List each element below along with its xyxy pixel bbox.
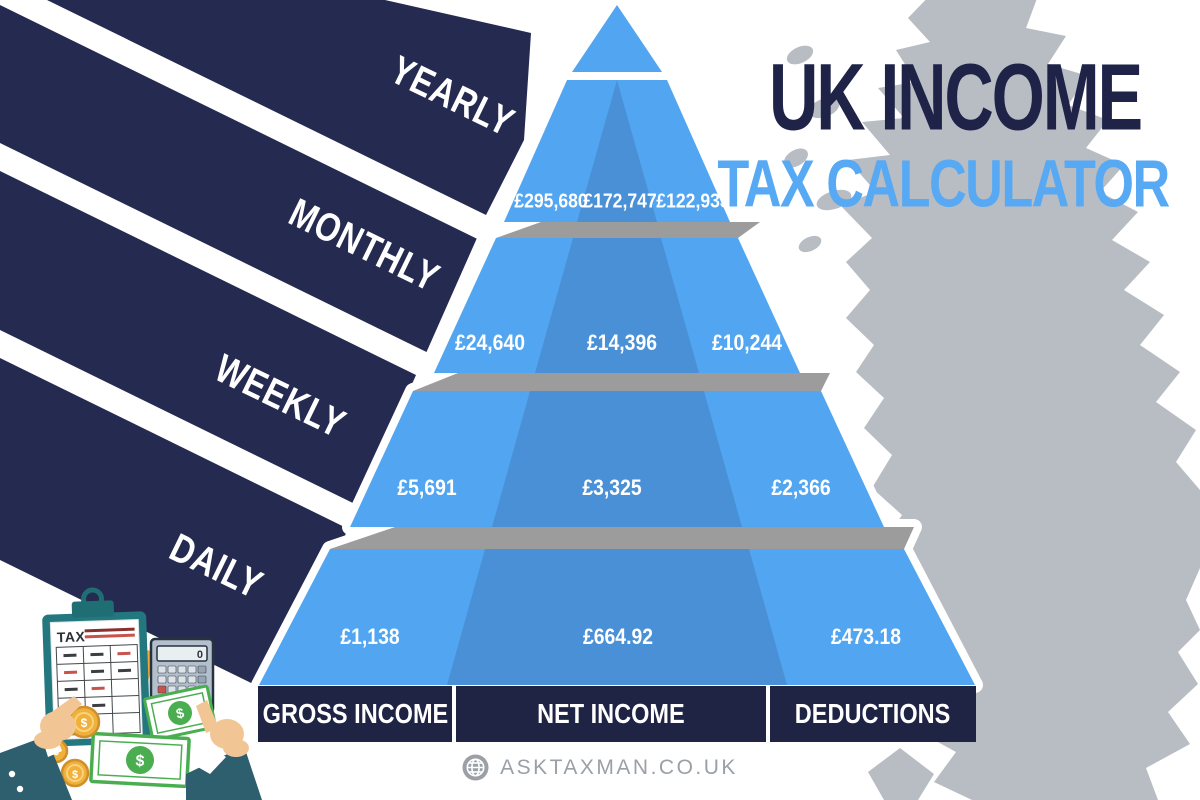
facet-weekly [492,391,742,527]
column-label: DEDUCTIONS [795,698,951,729]
tier-apex [572,5,662,72]
column-label: NET INCOME [537,698,685,729]
tax-document-label: TAX [57,628,86,645]
right-hand [186,700,262,800]
svg-text:$: $ [81,716,88,730]
column-header-net-income: NET INCOME [456,686,766,742]
pyramid-inner-facet [447,80,787,685]
facet-yearly [577,80,657,222]
value-weekly-gross: £5,691 [397,475,457,500]
facet-monthly [535,238,699,373]
tax-table-entries [63,651,132,708]
map-islet [798,235,822,253]
value-weekly-net: £3,325 [582,475,642,500]
ledge-2 [413,373,830,391]
value-yearly-net: £172,747 [583,190,657,213]
tax-illustration: 0 [0,587,262,800]
money-bills: $ $ [89,684,217,789]
value-yearly-deductions: £122,933 [656,190,730,213]
calculator-display: 0 [197,649,203,661]
ledge-3 [330,527,914,549]
svg-text:$: $ [72,769,78,781]
map-peninsula [868,748,934,800]
column-header-deductions: DEDUCTIONS [770,686,976,742]
value-daily-gross: £1,138 [340,624,400,649]
period-bands [0,0,531,695]
ledge-1 [496,222,760,238]
map-islet [784,148,808,168]
map-islet [816,189,852,211]
value-monthly-gross: £24,640 [455,330,525,355]
value-monthly-net: £14,396 [587,330,657,355]
website-url: ASKTAXMAN.CO.UK [500,755,738,779]
value-daily-net: £664.92 [583,624,653,649]
map-islet [786,45,814,65]
value-weekly-deductions: £2,366 [771,475,831,500]
map-islet [808,97,840,119]
svg-text:$: $ [175,704,186,721]
website-footer: ASKTAXMAN.CO.UK [0,754,1200,781]
facet-daily [447,549,787,685]
column-label: GROSS INCOME [262,698,448,729]
value-daily-deductions: £473.18 [831,624,901,649]
value-monthly-deductions: £10,244 [712,330,782,355]
svg-text:$: $ [135,753,145,770]
band-daily [0,358,348,695]
page-title-line1: UK INCOME [769,44,1143,151]
globe-icon [462,754,489,781]
band-monthly [0,5,477,352]
left-hand [0,696,82,800]
column-header-gross-income: GROSS INCOME [258,686,452,742]
pyramid-ledges [330,222,914,549]
page-title-line2: TAX CALCULATOR [717,146,1170,222]
band-weekly [0,171,416,506]
value-yearly-gross: £295,680 [514,190,588,213]
band-yearly [0,0,531,215]
